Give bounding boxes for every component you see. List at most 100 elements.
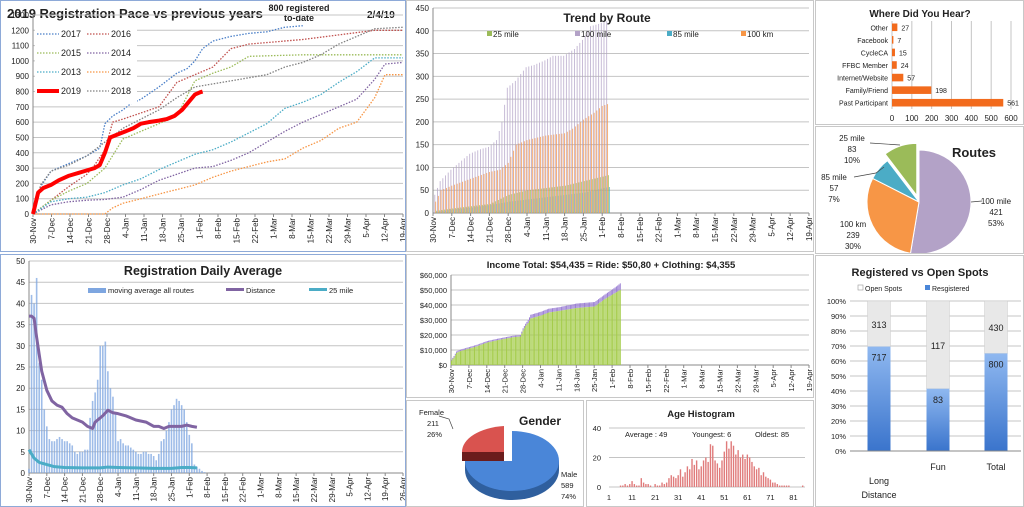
- bar: [443, 189, 445, 213]
- bar: [586, 180, 588, 213]
- ride-area: [451, 360, 452, 365]
- bar: [572, 128, 574, 213]
- category-label: Total: [986, 462, 1005, 472]
- bar: [698, 469, 700, 487]
- bar: [536, 63, 538, 213]
- x-tick-label: 22-Feb: [662, 369, 671, 393]
- bar: [68, 443, 71, 473]
- bar: [647, 484, 649, 487]
- bar: [552, 55, 554, 214]
- bar: [58, 436, 61, 473]
- clothing-area: [569, 304, 571, 310]
- bar: [178, 400, 180, 473]
- clothing-area: [454, 353, 456, 356]
- bar: [165, 430, 168, 473]
- legend-label: 85 mile: [673, 30, 699, 39]
- x-tick-label: 29-Mar: [344, 218, 353, 244]
- ride-area: [573, 308, 575, 365]
- ride-area: [590, 306, 592, 365]
- bar: [513, 150, 515, 213]
- bar: [496, 140, 498, 213]
- clothing-area: [580, 303, 582, 308]
- bar: [718, 467, 721, 487]
- pie-slice-85-mile: [871, 159, 920, 203]
- bar: [119, 439, 122, 473]
- bar: [608, 187, 610, 213]
- bar: [769, 479, 772, 487]
- category-label: FFBC Member: [842, 63, 889, 70]
- x-tick-label: 31: [674, 493, 682, 502]
- category-label: Facebook: [857, 38, 888, 45]
- clothing-area: [495, 339, 497, 341]
- bar: [439, 181, 441, 213]
- ride-area: [608, 296, 610, 365]
- ride-area: [485, 342, 487, 365]
- bar: [38, 362, 40, 473]
- legend-swatch: [741, 31, 746, 36]
- clothing-area: [582, 302, 584, 308]
- x-tick-label: 22-Feb: [239, 476, 248, 502]
- bar: [714, 460, 716, 487]
- bar: [580, 121, 582, 213]
- clothing-area: [517, 335, 519, 337]
- ride-area: [545, 313, 547, 365]
- x-tick-label: 15-Feb: [221, 476, 230, 502]
- bar: [114, 413, 117, 473]
- ride-area: [566, 309, 568, 365]
- bar: [495, 201, 497, 213]
- bar: [730, 441, 732, 487]
- bar: [721, 460, 723, 487]
- y-tick-label: 10: [16, 427, 25, 436]
- x-tick-label: 11-Jan: [542, 217, 551, 241]
- y-tick-label: 350: [416, 50, 430, 59]
- clothing-area: [572, 304, 574, 309]
- trend-chart: 0 50 100 150 200 250 300 350 400 450 30-Nov 7-Dec 14…: [416, 4, 813, 243]
- x-tick-label: 81: [789, 493, 797, 502]
- trend-chart-panel: 0 50 100 150 200 250 300 350 400 450 30-Nov 7-Dec 14…: [406, 0, 814, 252]
- legend-label: Distance: [246, 286, 275, 295]
- bar: [173, 405, 175, 473]
- x-tick-label: 14-Dec: [66, 218, 75, 244]
- y-tick-label: 400: [16, 149, 30, 158]
- bar: [522, 191, 523, 213]
- x-tick-label: 15-Feb: [233, 217, 242, 243]
- clothing-area: [558, 307, 560, 311]
- ride-area: [549, 312, 551, 365]
- y-tick-label: 5: [21, 448, 26, 457]
- bar: [132, 449, 135, 473]
- bar: [622, 485, 624, 487]
- ride-area: [526, 324, 528, 365]
- bar: [505, 165, 506, 213]
- ride-area: [511, 337, 513, 365]
- bar: [546, 187, 548, 213]
- bar: [555, 55, 557, 214]
- bar: [160, 441, 163, 473]
- clothing-area: [458, 350, 460, 352]
- bar: [774, 482, 776, 487]
- slice-value: 83: [848, 145, 857, 154]
- ride-area: [516, 336, 518, 365]
- bar: [511, 194, 513, 213]
- bar: [544, 60, 546, 214]
- bar: [528, 66, 530, 214]
- ride-area: [471, 347, 473, 365]
- bar: [28, 468, 30, 473]
- y-tick-label: $10,000: [420, 346, 447, 355]
- gender-chart-panel: Gender Female 211 26% Male 589 74%: [406, 400, 584, 507]
- x-tick-label: 25-Jan: [167, 477, 176, 501]
- clothing-area: [554, 307, 556, 312]
- bar: [473, 205, 475, 213]
- clothing-area: [562, 306, 564, 311]
- ride-area: [615, 292, 617, 365]
- bar: [892, 73, 904, 82]
- bar: [438, 210, 440, 213]
- bar: [534, 138, 536, 213]
- chart-title: Registration Daily Average: [124, 264, 282, 278]
- x-tick-label: 4-Jan: [122, 218, 131, 238]
- bar: [561, 133, 563, 213]
- bar: [712, 445, 714, 487]
- legend-label: 2019: [61, 86, 81, 96]
- clothing-area: [498, 338, 500, 340]
- y-tick-label: 70%: [831, 342, 846, 351]
- ride-area: [617, 291, 619, 365]
